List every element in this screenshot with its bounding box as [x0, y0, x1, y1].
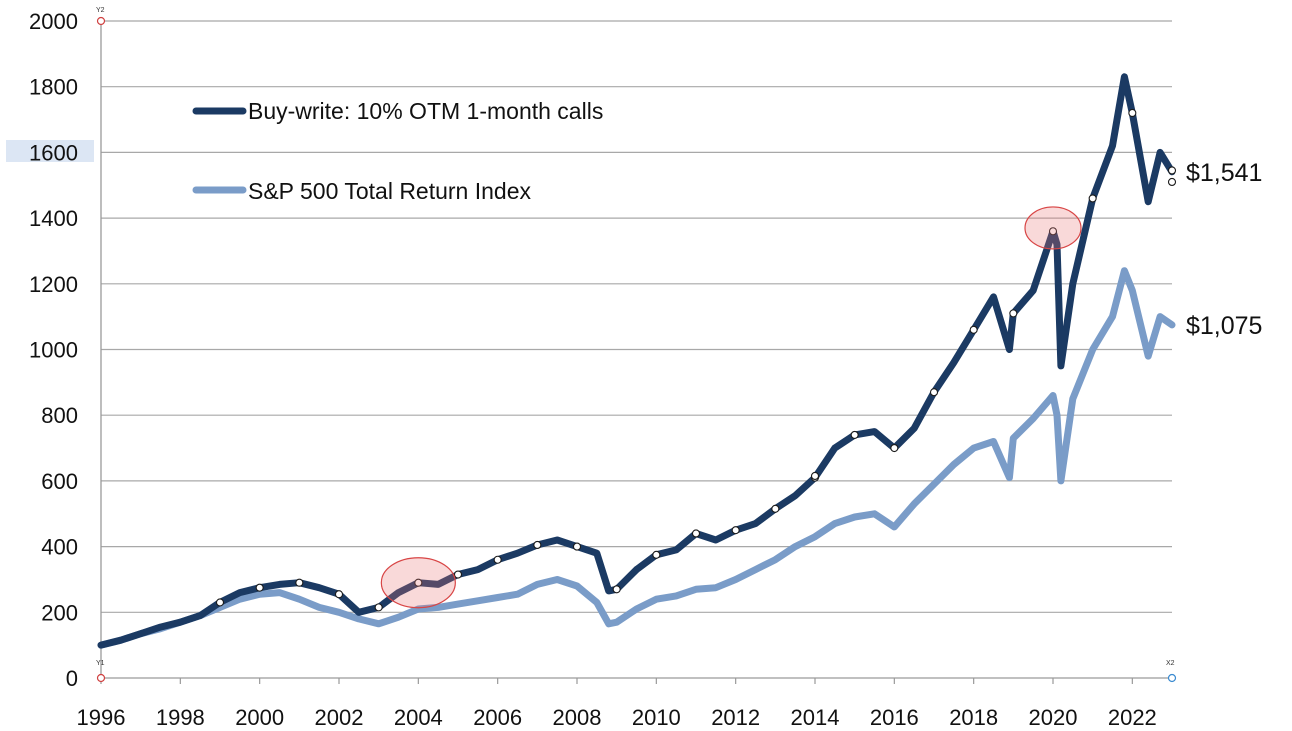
- data-point-markers: [215, 108, 1177, 612]
- x-tick-label: 2018: [949, 705, 998, 730]
- data-point-marker: [334, 590, 344, 599]
- corner-marker-y2: [96, 16, 106, 26]
- x-tick-label: 2006: [473, 705, 522, 730]
- data-point-marker: [850, 430, 859, 439]
- data-point-marker: [731, 526, 740, 535]
- y-tick-label: 400: [41, 535, 78, 560]
- x-tick-label: 2004: [394, 705, 443, 730]
- data-point-marker: [1009, 309, 1018, 318]
- y-tick-label: 1600: [29, 140, 78, 165]
- corner-marker-y1-label: Y1: [96, 660, 105, 667]
- axes: [100, 21, 1172, 679]
- y-tick-label: 1400: [29, 206, 78, 231]
- data-point-marker: [929, 388, 939, 397]
- x-tick-label: 2016: [870, 705, 919, 730]
- end-label-buy-write: $1,541: [1186, 159, 1262, 187]
- corner-marker-x2-label: X2: [1166, 660, 1175, 667]
- data-point-marker: [1167, 166, 1177, 175]
- data-point-marker: [295, 578, 304, 587]
- highlight-ellipse: [1024, 206, 1082, 250]
- y-tick-label: 1000: [29, 338, 78, 363]
- data-point-marker: [771, 504, 780, 513]
- x-tick-label: 2010: [632, 705, 681, 730]
- y-tick-label: 800: [41, 403, 78, 428]
- data-point-marker: [810, 471, 820, 481]
- data-point-marker: [255, 583, 264, 592]
- x-tick-label: 2014: [791, 705, 840, 730]
- data-point-marker: [215, 598, 225, 607]
- annotations: [380, 206, 1082, 609]
- y-tick-label: 200: [41, 600, 78, 625]
- y-tick-label: 0: [66, 666, 78, 691]
- legend-label-buy-write: Buy-write: 10% OTM 1-month calls: [248, 98, 603, 124]
- x-tick-label: 2012: [711, 705, 760, 730]
- data-point-marker: [969, 325, 978, 334]
- series-lines: [97, 73, 1176, 649]
- data-point-marker: [572, 542, 582, 551]
- y-tick-label: 2000: [29, 9, 78, 34]
- end-label-sp500: $1,075: [1186, 312, 1262, 340]
- y-tick-label: 1200: [29, 272, 78, 297]
- data-point-marker: [691, 529, 701, 538]
- data-point-marker: [1167, 177, 1177, 187]
- series-line-sp500: [97, 267, 1176, 649]
- x-tick-label: 2002: [315, 705, 364, 730]
- data-point-marker: [1048, 227, 1058, 236]
- x-axis-ticks: 1996 1998 2000 2002 2004 2006 2008 2010 2012 2014…: [77, 678, 1157, 730]
- corner-marker-y1: [96, 673, 106, 683]
- corner-marker-x2: [1167, 673, 1177, 683]
- y-tick-label: 600: [41, 469, 78, 494]
- x-tick-label: 2000: [235, 705, 284, 730]
- data-point-marker: [1128, 108, 1137, 118]
- series-line-buy-write: [97, 73, 1176, 649]
- y-tick-label: 1800: [29, 75, 78, 100]
- corner-markers: Y2 Y1 X2: [96, 7, 1177, 683]
- highlight-ellipse: [380, 557, 456, 609]
- y-axis-ticks: 0 200 400 600 800 1000 1200 1400 1600 1800 2000: [29, 9, 78, 691]
- x-tick-label: 1996: [77, 705, 126, 730]
- data-point-marker: [374, 603, 383, 612]
- legend: Buy-write: 10% OTM 1-month calls S&P 500…: [192, 98, 603, 204]
- x-tick-label: 1998: [156, 705, 205, 730]
- data-point-marker: [1088, 194, 1097, 203]
- legend-label-sp500: S&P 500 Total Return Index: [248, 178, 532, 204]
- data-point-marker: [890, 443, 899, 453]
- x-tick-label: 2008: [553, 705, 602, 730]
- x-tick-label: 2022: [1108, 705, 1157, 730]
- data-point-marker: [612, 585, 621, 594]
- data-point-marker: [533, 540, 542, 550]
- y-tick-highlight: [6, 140, 94, 162]
- x-tick-label: 2020: [1029, 705, 1078, 730]
- data-point-marker: [652, 550, 661, 559]
- data-point-marker: [493, 555, 502, 564]
- data-point-marker: [453, 570, 463, 579]
- data-point-marker: [414, 578, 423, 587]
- corner-marker-y2-label: Y2: [96, 7, 105, 14]
